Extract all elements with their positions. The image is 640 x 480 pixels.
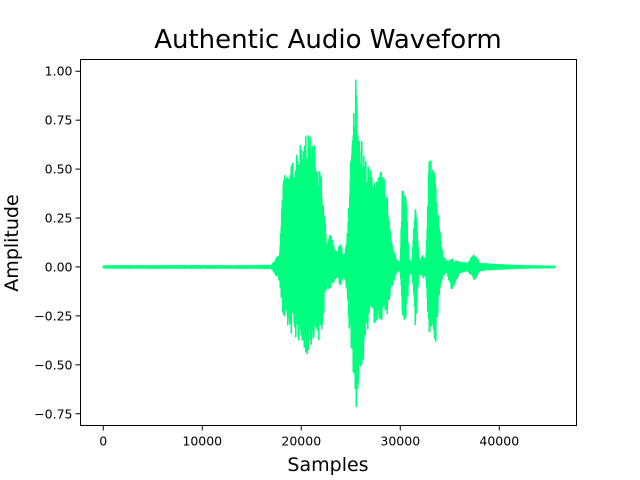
y-tick-label: 0.50 xyxy=(45,162,73,177)
x-axis-label: Samples xyxy=(287,454,368,476)
x-tick-label: 10000 xyxy=(182,434,222,449)
y-axis: −0.75 −0.50 −0.25 0.00 0.25 0.50 0.75 1.00 xyxy=(34,64,81,421)
waveform-series xyxy=(102,79,557,408)
y-axis-label: Amplitude xyxy=(1,194,23,291)
y-tick-label: 0.25 xyxy=(45,211,73,226)
chart-title: Authentic Audio Waveform xyxy=(154,25,502,55)
y-tick-label: 0.75 xyxy=(45,113,73,128)
plot-frame xyxy=(80,59,577,426)
y-tick-label: 0.00 xyxy=(45,259,73,274)
x-tick-label: 20000 xyxy=(281,434,321,449)
x-tick-label: 0 xyxy=(99,434,107,449)
x-tick-label: 30000 xyxy=(380,434,420,449)
y-tick-label: −0.25 xyxy=(34,308,72,323)
y-tick-label: −0.75 xyxy=(34,406,72,421)
y-tick-label: 1.00 xyxy=(45,64,73,79)
x-axis: 0 10000 20000 30000 40000 xyxy=(99,425,519,449)
waveform-line xyxy=(102,79,557,408)
x-tick-label: 40000 xyxy=(479,434,519,449)
y-tick-label: −0.50 xyxy=(34,357,72,372)
